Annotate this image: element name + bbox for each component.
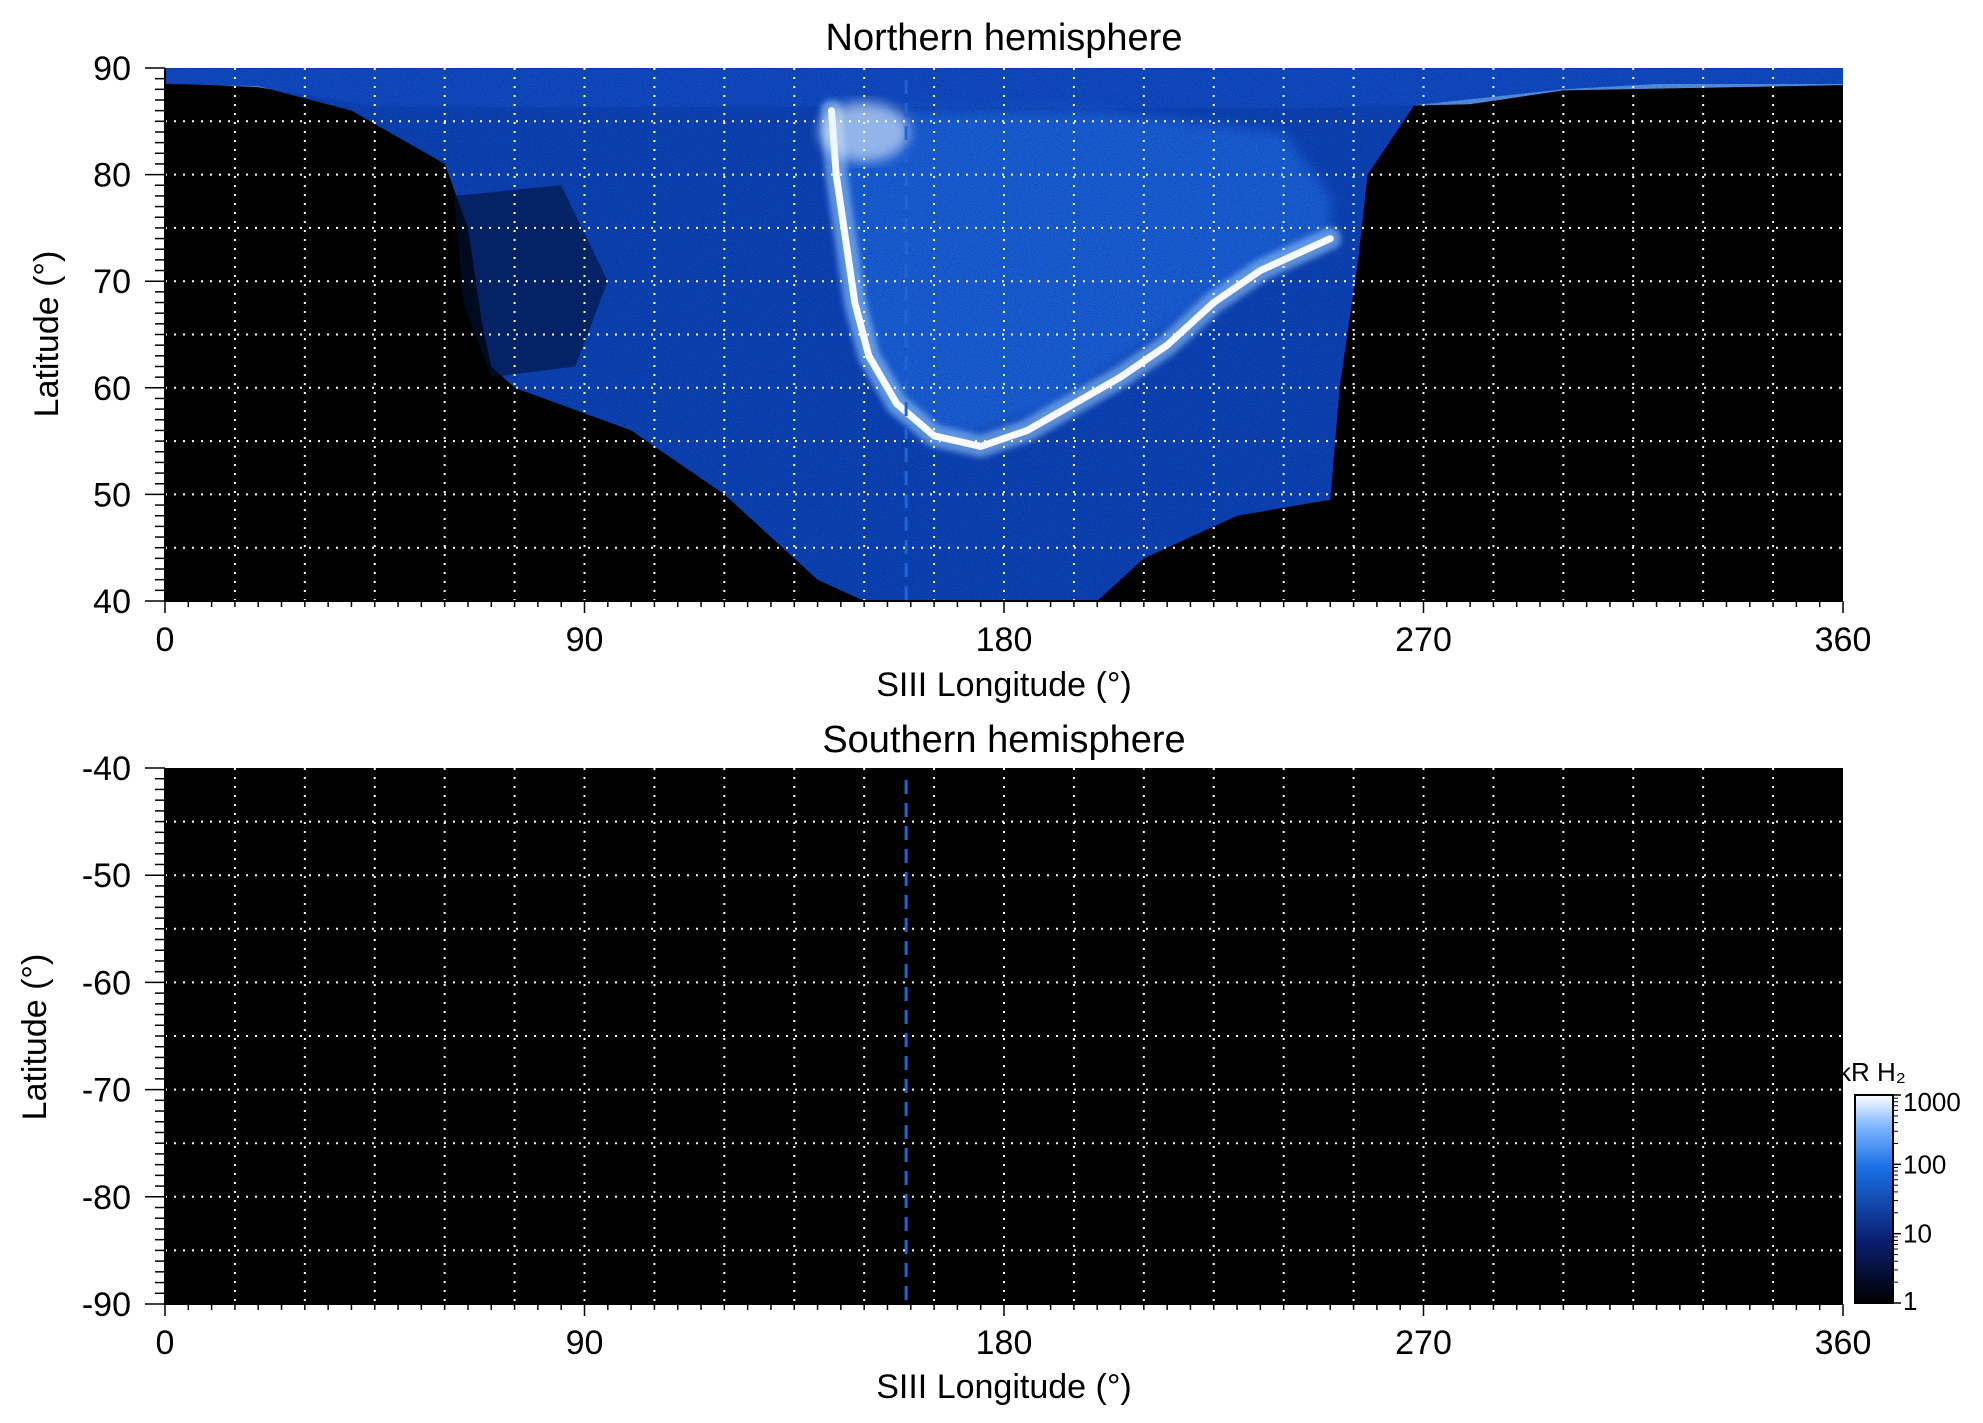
south-title: Southern hemisphere — [822, 719, 1185, 761]
north-x-tick-label: 360 — [1815, 621, 1872, 659]
colorbar-gradient — [1854, 1094, 1894, 1304]
north-x-tick-label: 0 — [156, 621, 175, 659]
north-axes: 40 50 60 70 80 90 0 90 180 270 360 — [93, 50, 1871, 659]
colorbar-tick-label: 10 — [1903, 1219, 1932, 1249]
north-y-tick-label: 50 — [93, 476, 131, 514]
south-x-axis-label: SIII Longitude (°) — [876, 1368, 1132, 1406]
north-y-tick-label: 40 — [93, 583, 131, 621]
south-axes: -90 -80 -70 -60 -50 -40 0 90 180 270 360 — [82, 750, 1872, 1362]
south-x-tick-label: 90 — [566, 1324, 604, 1362]
colorbar-tick-label: 1000 — [1903, 1087, 1961, 1117]
south-x-tick-label: 360 — [1815, 1324, 1872, 1362]
south-x-tick-label: 270 — [1395, 1324, 1452, 1362]
south-x-tick-label: 0 — [156, 1324, 175, 1362]
north-x-axis-label: SIII Longitude (°) — [876, 666, 1132, 704]
colorbar-label: kR H₂ — [1838, 1057, 1906, 1087]
north-panel: Northern hemisphere 40 50 60 70 80 90 0 90 180 27… — [28, 17, 1871, 704]
north-grid — [165, 68, 1843, 601]
south-y-axis-label: Latitude (°) — [16, 954, 54, 1121]
north-x-tick-label: 90 — [566, 621, 604, 659]
north-y-tick-label: 90 — [93, 50, 131, 88]
south-y-tick-label: -90 — [82, 1286, 131, 1324]
south-y-tick-label: -80 — [82, 1179, 131, 1217]
south-y-tick-label: -40 — [82, 750, 131, 788]
south-grid — [165, 768, 1843, 1304]
colorbar-tick-label: 100 — [1903, 1149, 1946, 1179]
north-title: Northern hemisphere — [826, 17, 1183, 59]
north-y-tick-label: 60 — [93, 370, 131, 408]
south-x-tick-label: 180 — [976, 1324, 1033, 1362]
south-y-tick-label: -70 — [82, 1072, 131, 1110]
north-x-tick-label: 180 — [976, 621, 1033, 659]
south-y-tick-label: -50 — [82, 857, 131, 895]
north-y-tick-label: 80 — [93, 157, 131, 195]
south-panel: Southern hemisphere -90 -80 -70 -60 -50 -40 0 9… — [16, 719, 1871, 1406]
north-y-axis-label: Latitude (°) — [28, 251, 66, 418]
colorbar: kR H₂ 1 10 100 1000 — [1838, 1057, 1961, 1316]
north-y-tick-label: 70 — [93, 263, 131, 301]
colorbar-ticks: 1 10 100 1000 — [1893, 1087, 1961, 1316]
north-x-tick-label: 270 — [1395, 621, 1452, 659]
south-y-tick-label: -60 — [82, 964, 131, 1002]
colorbar-tick-label: 1 — [1903, 1286, 1917, 1316]
